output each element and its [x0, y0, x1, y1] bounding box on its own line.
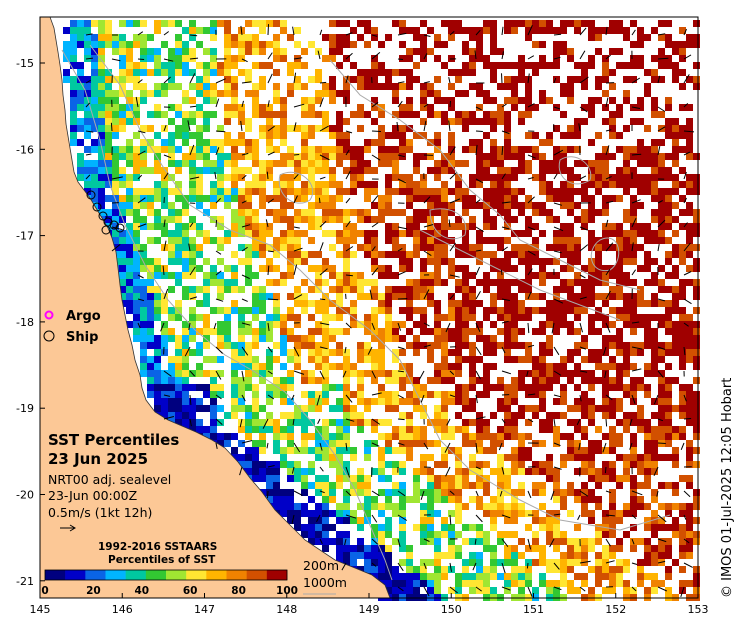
colorbar-cell: [45, 570, 65, 580]
y-tick-label: -18: [16, 316, 34, 329]
colorbar-title-2: Percentiles of SST: [108, 554, 216, 566]
colorbar-title-1: 1992-2016 SSTAARS: [98, 541, 217, 553]
colorbar-cell: [146, 570, 166, 580]
x-tick-label: 145: [30, 603, 51, 616]
x-tick-label: 153: [688, 603, 709, 616]
colorbar-tick-label: 60: [183, 585, 198, 597]
y-tick-label: -15: [16, 57, 34, 70]
y-tick-label: -20: [16, 489, 34, 502]
map-title: SST Percentiles: [48, 431, 179, 449]
colorbar-cell: [166, 570, 186, 580]
ship-legend-label: Ship: [66, 330, 98, 345]
isobath-label-200m: 200m: [303, 558, 339, 573]
x-tick-label: 151: [523, 603, 544, 616]
isobath-label-1000m: 1000m: [303, 575, 347, 590]
map-date: 23 Jun 2025: [48, 450, 148, 468]
y-tick-label: -16: [16, 143, 34, 156]
x-tick-label: 149: [359, 603, 380, 616]
colorbar-cell: [206, 570, 226, 580]
vector-scale-label: 0.5m/s (1kt 12h): [48, 505, 152, 520]
colorbar-tick-label: 0: [41, 585, 48, 597]
x-tick-label: 148: [276, 603, 297, 616]
colorbar-cell: [85, 570, 105, 580]
colorbar-cell: [126, 570, 146, 580]
colorbar-cell: [247, 570, 267, 580]
colorbar-cell: [227, 570, 247, 580]
time-label: 23-Jun 00:00Z: [48, 488, 137, 503]
colorbar-cell: [65, 570, 85, 580]
colorbar-cell: [267, 570, 287, 580]
colorbar-cells: [45, 570, 287, 580]
copyright-text: © IMOS 01-Jul-2025 12:05 Hobart: [720, 378, 735, 598]
x-tick-label: 147: [194, 603, 215, 616]
x-tick-label: 146: [112, 603, 133, 616]
colorbar-cell: [186, 570, 206, 580]
x-tick-label: 150: [441, 603, 462, 616]
y-tick-label: -17: [16, 230, 34, 243]
x-tick-label: 152: [605, 603, 626, 616]
colorbar-tick-label: 40: [134, 585, 149, 597]
colorbar-tick-label: 20: [86, 585, 101, 597]
y-tick-label: -19: [16, 402, 34, 415]
y-tick-label: -21: [16, 575, 34, 588]
colorbar-tick-label: 80: [231, 585, 246, 597]
product-label: NRT00 adj. sealevel: [48, 472, 171, 487]
colorbar-cell: [106, 570, 126, 580]
argo-legend-label: Argo: [66, 309, 101, 324]
